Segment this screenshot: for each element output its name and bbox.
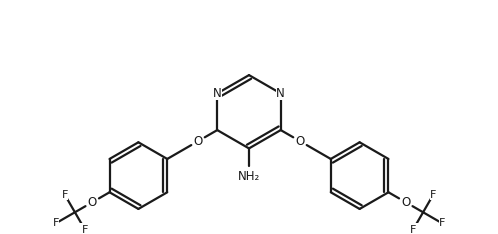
Text: F: F [439,218,446,228]
Text: O: O [401,196,410,209]
Text: F: F [52,218,59,228]
Text: N: N [213,87,222,100]
Text: O: O [193,135,203,148]
Text: F: F [430,190,436,200]
Text: F: F [410,225,416,234]
Text: O: O [88,196,97,209]
Text: O: O [295,135,305,148]
Text: F: F [62,190,68,200]
Text: F: F [82,225,88,234]
Text: NH₂: NH₂ [238,170,260,183]
Text: N: N [276,87,285,100]
